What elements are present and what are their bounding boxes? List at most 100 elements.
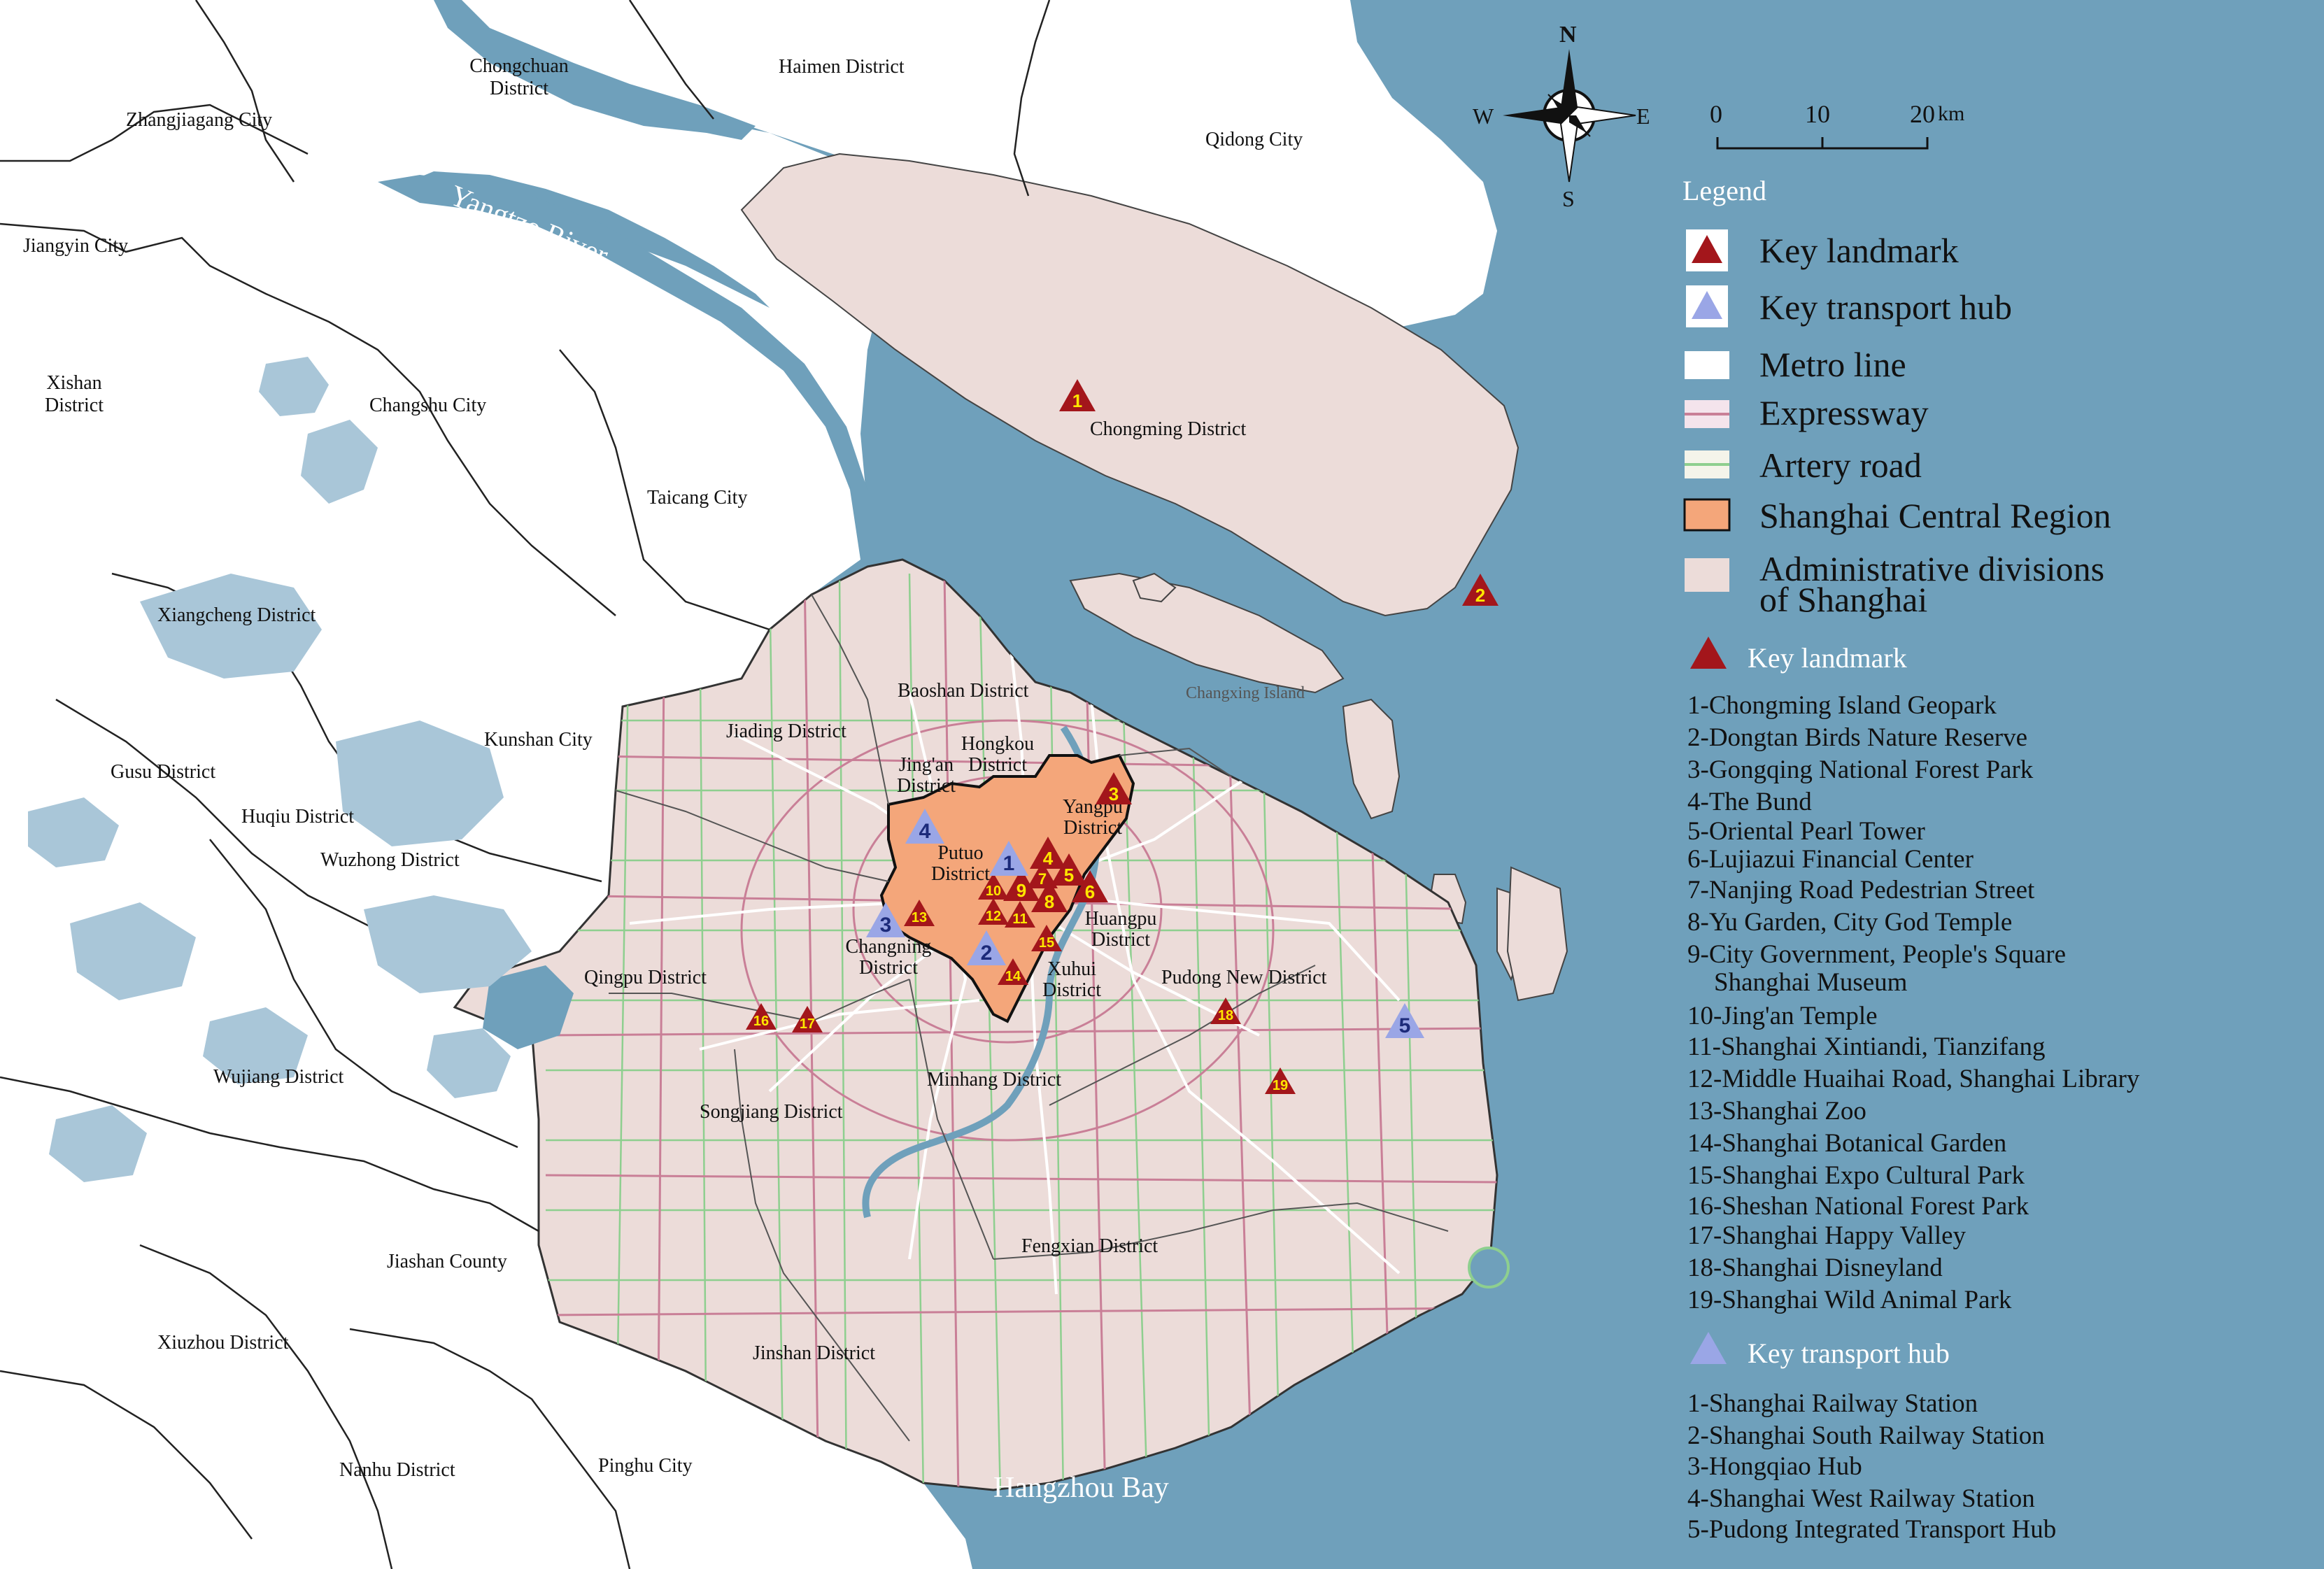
place-changshu: Changshu City (369, 395, 486, 416)
landmark-list-item: 14-Shanghai Botanical Garden (1687, 1129, 2006, 1158)
hub-list-heading: Key transport hub (1748, 1337, 1950, 1369)
scale-bar: 0 10 20 km (1710, 100, 1964, 150)
hub-marker: 1 (989, 841, 1028, 876)
landmark-list-item: 11-Shanghai Xintiandi, Tianzifang (1687, 1032, 2045, 1061)
place-changning: Changning District (846, 936, 932, 979)
changxing-island (1069, 572, 1345, 694)
landmark-list-item: 8-Yu Garden, City God Temple (1687, 908, 2012, 937)
svg-text:2: 2 (981, 942, 993, 965)
place-haimen: Haimen District (779, 56, 905, 78)
svg-text:19: 19 (1273, 1078, 1288, 1093)
place-jiashan: Jiashan County (387, 1251, 507, 1272)
landmark-marker: 5 (1051, 853, 1087, 886)
place-zhangjiagang: Zhangjiagang City (126, 109, 272, 131)
landmark-marker: 3 (1096, 772, 1132, 804)
landmark-list-item: 18-Shanghai Disneyland (1687, 1254, 1943, 1282)
place-huqiu: Huqiu District (241, 806, 354, 828)
chongming-island (740, 152, 1519, 617)
landmark-marker: 12 (978, 898, 1009, 925)
metro-line-icon (1685, 351, 1729, 379)
svg-text:10: 10 (986, 883, 1001, 899)
place-pudong: Pudong New District (1161, 967, 1327, 988)
svg-text:8: 8 (1044, 891, 1054, 912)
place-jinshan: Jinshan District (753, 1342, 875, 1364)
legend-item-admin: Administrative divisions of Shanghai (1759, 549, 2104, 619)
landmark-marker: 16 (746, 1003, 777, 1030)
place-chongming: Chongming District (1090, 418, 1246, 440)
small-island-a (1132, 572, 1177, 603)
place-changxing: Changxing Island (1186, 684, 1305, 702)
svg-text:14: 14 (1005, 969, 1021, 984)
landmark-marker: 18 (1210, 998, 1241, 1024)
place-labels: Chongchuan District Haimen District Zhang… (23, 55, 1327, 1481)
svg-text:4: 4 (919, 820, 931, 843)
place-hongkou: Hongkou District (961, 733, 1034, 776)
central-region-icon (1683, 498, 1731, 532)
landmark-list-item: 13-Shanghai Zoo (1687, 1097, 1866, 1126)
place-xishan: Xishan District (45, 372, 104, 416)
shanghai-mainland (453, 558, 1498, 1491)
place-songjiang: Songjiang District (700, 1101, 843, 1123)
hub-list-item: 5-Pudong Integrated Transport Hub (1687, 1515, 2056, 1544)
svg-text:5: 5 (1064, 865, 1074, 886)
legend-title: Legend (1682, 175, 1766, 206)
landmark-list-item: 16-Sheshan National Forest Park (1687, 1192, 2029, 1221)
svg-text:1: 1 (1072, 390, 1082, 411)
place-xuhui: Xuhui District (1042, 958, 1101, 1001)
svg-text:6: 6 (1085, 881, 1095, 902)
hangzhou-bay-label: Hangzhou Bay (993, 1472, 1169, 1504)
place-taicang: Taicang City (647, 487, 747, 509)
svg-text:5: 5 (1399, 1014, 1411, 1037)
landmark-list-item: 4-The Bund (1687, 788, 1812, 816)
suzhou-lakes (28, 357, 532, 1182)
place-minhang: Minhang District (927, 1069, 1061, 1091)
compass-w: W (1473, 104, 1494, 129)
landmark-list-item: 10-Jing'an Temple (1687, 1002, 1878, 1030)
landmark-list-item: 3-Gongqing National Forest Park (1687, 755, 2034, 784)
landmark-marker: 19 (1265, 1067, 1296, 1094)
key-landmark-icon (1686, 229, 1728, 271)
hub-list: 1-Shanghai Railway Station 2-Shanghai So… (1687, 1389, 2056, 1544)
landmark-list-item: 17-Shanghai Happy Valley (1687, 1221, 1967, 1250)
legend: Legend Key landmark Key transport hub Me… (1682, 175, 2140, 1544)
hub-list-item: 4-Shanghai West Railway Station (1687, 1484, 2035, 1513)
scale-unit: km (1938, 102, 1964, 125)
landmark-marker: 10 (978, 873, 1009, 900)
landmark-list-item: 1-Chongming Island Geopark (1687, 691, 1997, 720)
svg-text:3: 3 (1109, 783, 1119, 804)
landmark-list: 1-Chongming Island Geopark 2-Dongtan Bir… (1687, 691, 2140, 1314)
compass-s: S (1562, 186, 1575, 211)
scale-tick-10: 10 (1805, 100, 1830, 128)
scale-tick-20: 20 (1910, 100, 1935, 128)
key-transport-hub-icon (1686, 285, 1728, 327)
hub-marker: 2 (967, 930, 1006, 965)
admin-division-icon (1685, 558, 1729, 592)
dianshan-lake (483, 965, 574, 1049)
landmark-marker: 13 (904, 900, 935, 926)
svg-text:15: 15 (1039, 935, 1054, 951)
place-nanhu: Nanhu District (339, 1459, 455, 1481)
place-jingan: Jing'an District (897, 754, 956, 797)
place-qingpu: Qingpu District (584, 967, 707, 988)
landmark-list-item: 2-Dongtan Birds Nature Reserve (1687, 723, 2027, 752)
svg-text:18: 18 (1218, 1008, 1233, 1023)
svg-text:13: 13 (912, 910, 927, 925)
place-wujiang: Wujiang District (213, 1066, 344, 1088)
landmark-list-item: 9-City Government, People's Square Shangh… (1687, 940, 2066, 997)
place-xiuzhou: Xiuzhou District (157, 1332, 289, 1354)
landmark-list-item: 15-Shanghai Expo Cultural Park (1687, 1161, 2025, 1190)
small-island-d (1506, 866, 1568, 1002)
landmark-marker: 6 (1072, 870, 1108, 902)
hub-list-item: 2-Shanghai South Railway Station (1687, 1421, 2045, 1450)
landmark-markers: 1 2 3 4 5 6 7 8 9 10 11 12 13 14 15 16 1… (746, 379, 1498, 1094)
place-jiangyin: Jiangyin City (23, 235, 128, 257)
hub-marker: 3 (866, 902, 905, 937)
hub-list-item: 3-Hongqiao Hub (1687, 1452, 1862, 1481)
hub-markers: 1 2 3 4 5 (866, 809, 1424, 1038)
legend-item-artery: Artery road (1759, 446, 1922, 485)
expressway-icon (1685, 400, 1729, 428)
landmark-marker: 17 (792, 1006, 823, 1032)
place-putuo: Putuo District (931, 842, 990, 885)
landmark-list-item: 5-Oriental Pearl Tower (1687, 817, 1925, 846)
